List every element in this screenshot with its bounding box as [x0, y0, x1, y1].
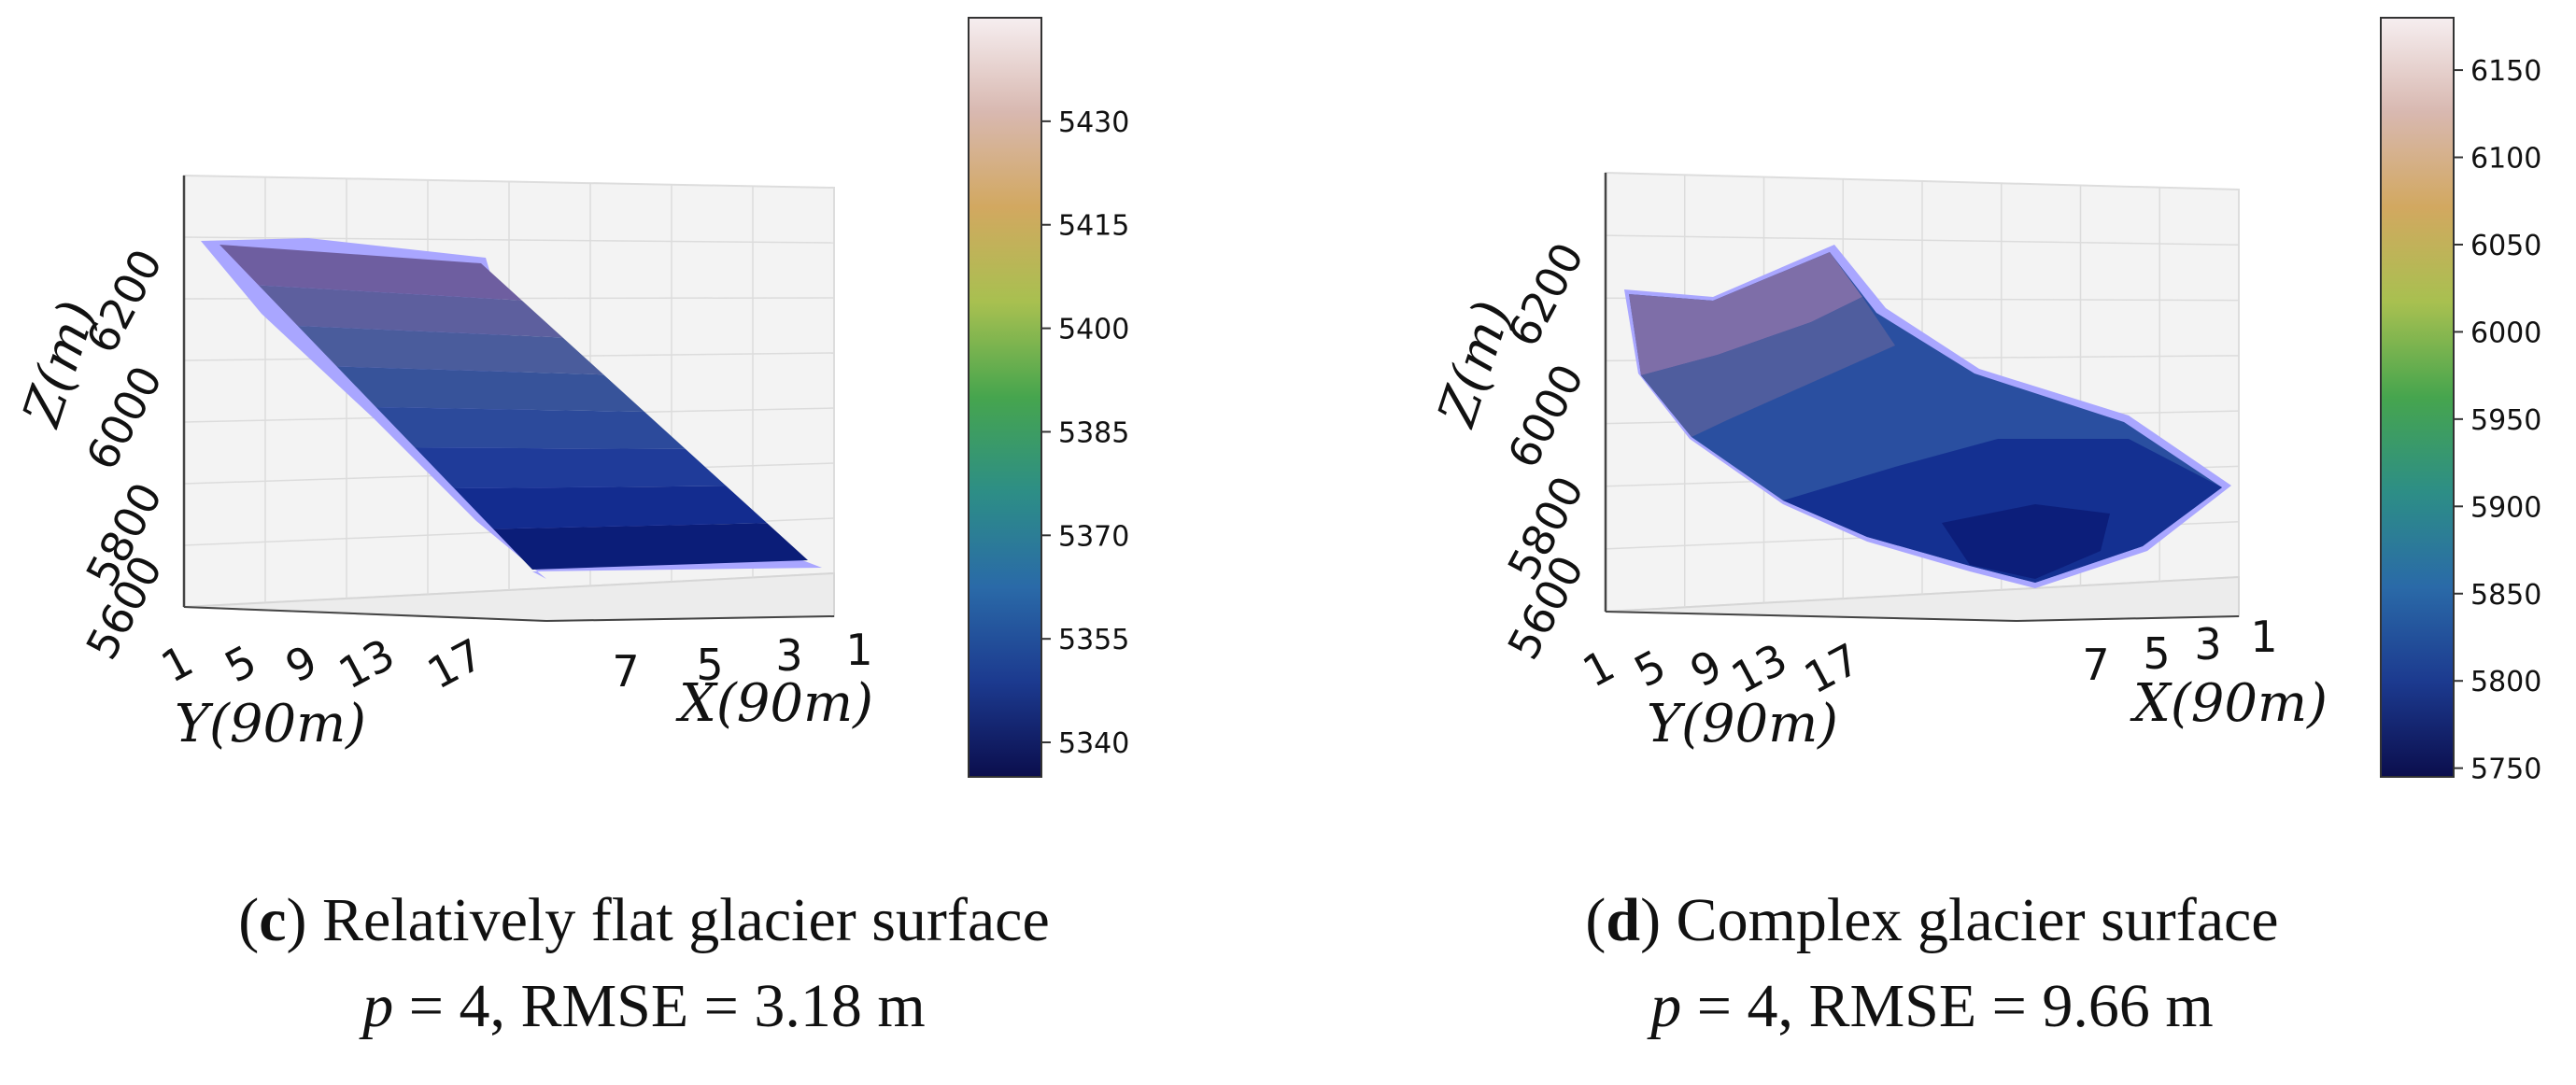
caption-c-p: p	[362, 972, 394, 1040]
x-axis-line	[2016, 615, 2240, 622]
z-axis-label: Z(m)	[11, 294, 108, 435]
surface	[201, 238, 822, 579]
colorbar-tick-label: 5385	[1058, 416, 1129, 449]
surface-band	[336, 366, 644, 412]
surface-band	[297, 326, 604, 375]
surface	[1624, 245, 2231, 588]
z-axis-label: Z(m)	[1426, 294, 1523, 435]
x-tick-label: 5	[696, 640, 723, 690]
y-tick-label: 1	[153, 635, 201, 692]
x-tick-label: 5	[2143, 628, 2170, 679]
colorbar-tick-label: 5415	[1058, 210, 1129, 243]
caption-c-title: ) Relatively flat glacier surface	[286, 886, 1050, 954]
y-tick-label: 9	[1682, 640, 1730, 697]
panel-d: 5600 5800 6000 6200 1 5 9 13 17 7 5 3 1 Z(m) X(90m) Y(9…	[1288, 0, 2576, 1085]
colorbar-tick-label: 5900	[2470, 491, 2541, 524]
colorbar	[2380, 17, 2455, 778]
colorbar-tick-label: 6050	[2470, 230, 2541, 262]
grid-line	[183, 236, 835, 244]
colorbar-tick-label: 6100	[2470, 143, 2541, 176]
z-tick-label: 6000	[1498, 356, 1594, 476]
surface-ridge	[1629, 252, 1862, 375]
x-tick-label: 7	[612, 646, 639, 697]
caption-c-params: = 4, RMSE = 3.18 m	[393, 972, 926, 1040]
z-tick-label: 6000	[77, 358, 173, 478]
surface-upper	[1641, 297, 1895, 437]
colorbar-tick-label: 5400	[1058, 314, 1129, 346]
panel-c: 5600 5800 6000 6200 1 5 9 13 17 7 5 3 1 Z(m) X(90m) Y(9…	[0, 0, 1288, 1050]
x-axis-label: X(90m)	[2130, 673, 2328, 734]
surface-trough	[1942, 504, 2110, 579]
y-tick-label: 1	[1575, 640, 1622, 697]
x-axis-label: X(90m)	[675, 673, 873, 734]
colorbar-tick-label: 5355	[1058, 624, 1129, 656]
colorbar-tick-label: 5750	[2470, 754, 2541, 786]
surface-band	[375, 407, 686, 449]
colorbar-tick-label: 5950	[2470, 404, 2541, 437]
y-tick-label: 5	[217, 635, 264, 692]
surface-band	[258, 285, 563, 338]
x-tick-label: 3	[2194, 619, 2221, 669]
y-tick-label: 9	[277, 635, 325, 692]
colorbar-tick-label: 6000	[2470, 317, 2541, 349]
x-axis-line	[545, 615, 835, 622]
surface-band	[493, 523, 808, 570]
caption-d-params: = 4, RMSE = 9.66 m	[1681, 972, 2214, 1040]
y-axis-label: Y(90m)	[1647, 694, 1838, 754]
surface-band	[454, 486, 768, 529]
caption-d-line2: p = 4, RMSE = 9.66 m	[1288, 964, 2576, 1050]
caption-d-title: ) Complex glacier surface	[1640, 886, 2279, 954]
y-tick-label: 13	[331, 628, 403, 698]
x-tick-label: 7	[2082, 640, 2109, 690]
caption-c-line2: p = 4, RMSE = 3.18 m	[0, 964, 1288, 1050]
caption-d-p: p	[1650, 972, 1682, 1040]
caption-d-line1: (d) Complex glacier surface	[1585, 886, 2279, 954]
colorbar-tick-label: 6150	[2470, 55, 2541, 88]
colorbar	[968, 17, 1042, 778]
x-tick-label: 1	[845, 625, 872, 675]
caption-c-line1: (c) Relatively flat glacier surface	[238, 886, 1050, 954]
grid-line	[1605, 234, 2240, 247]
surface-band	[415, 447, 727, 488]
y-tick-label: 17	[419, 628, 491, 698]
caption-c: (c) Relatively flat glacier surface p = …	[0, 878, 1288, 1050]
colorbar-tick-label: 5430	[1058, 106, 1129, 139]
y-axis-label: Y(90m)	[175, 694, 366, 754]
caption-c-letter: c	[259, 886, 287, 954]
x-tick-label: 1	[2250, 612, 2277, 662]
caption-d: (d) Complex glacier surface p = 4, RMSE …	[1288, 878, 2576, 1050]
y-axis-line	[183, 606, 547, 622]
colorbar-tick-label: 5800	[2470, 666, 2541, 698]
colorbar-tick-label: 5370	[1058, 520, 1129, 553]
colorbar-tick-label: 5850	[2470, 579, 2541, 612]
plot-d: 5600 5800 6000 6200 1 5 9 13 17 7 5 3 1 Z(m) X(90m) Y(9…	[1288, 0, 2576, 840]
colorbar-tick-label: 5340	[1058, 727, 1129, 760]
y-axis-line	[1605, 611, 2017, 622]
y-tick-label: 5	[1626, 640, 1674, 697]
plot-c: 5600 5800 6000 6200 1 5 9 13 17 7 5 3 1 Z(m) X(90m) Y(9…	[0, 0, 1288, 840]
caption-d-letter: d	[1606, 886, 1641, 954]
surface-band	[219, 245, 522, 301]
x-tick-label: 3	[775, 630, 802, 681]
